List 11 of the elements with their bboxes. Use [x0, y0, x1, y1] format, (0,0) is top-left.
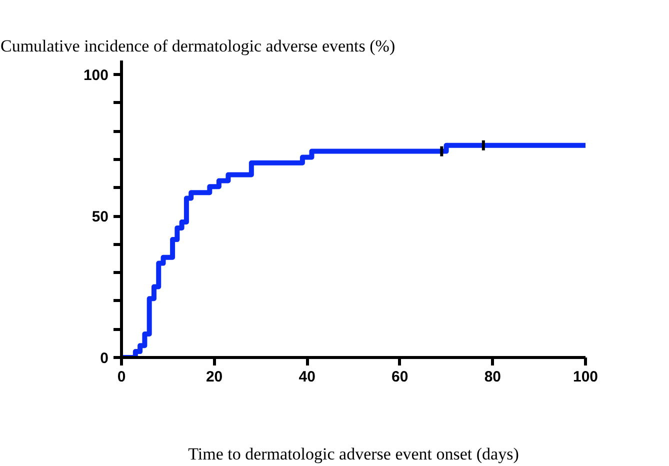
x-tick-label: 20 — [206, 368, 223, 386]
x-tick-label: 60 — [392, 368, 408, 386]
y-tick-label: 0 — [100, 350, 108, 367]
y-tick-label: 50 — [92, 208, 109, 226]
x-tick-label: 100 — [572, 368, 598, 386]
x-axis-title: Time to dermatologic adverse event onset (days) — [188, 444, 519, 464]
x-tick-label: 80 — [484, 368, 502, 386]
chart-title: Cumulative incidence of dermatologic adverse events (%) — [0, 36, 396, 56]
y-tick-label: 100 — [83, 67, 109, 84]
x-tick-label: 40 — [298, 368, 316, 386]
x-tick-label: 0 — [117, 368, 126, 386]
